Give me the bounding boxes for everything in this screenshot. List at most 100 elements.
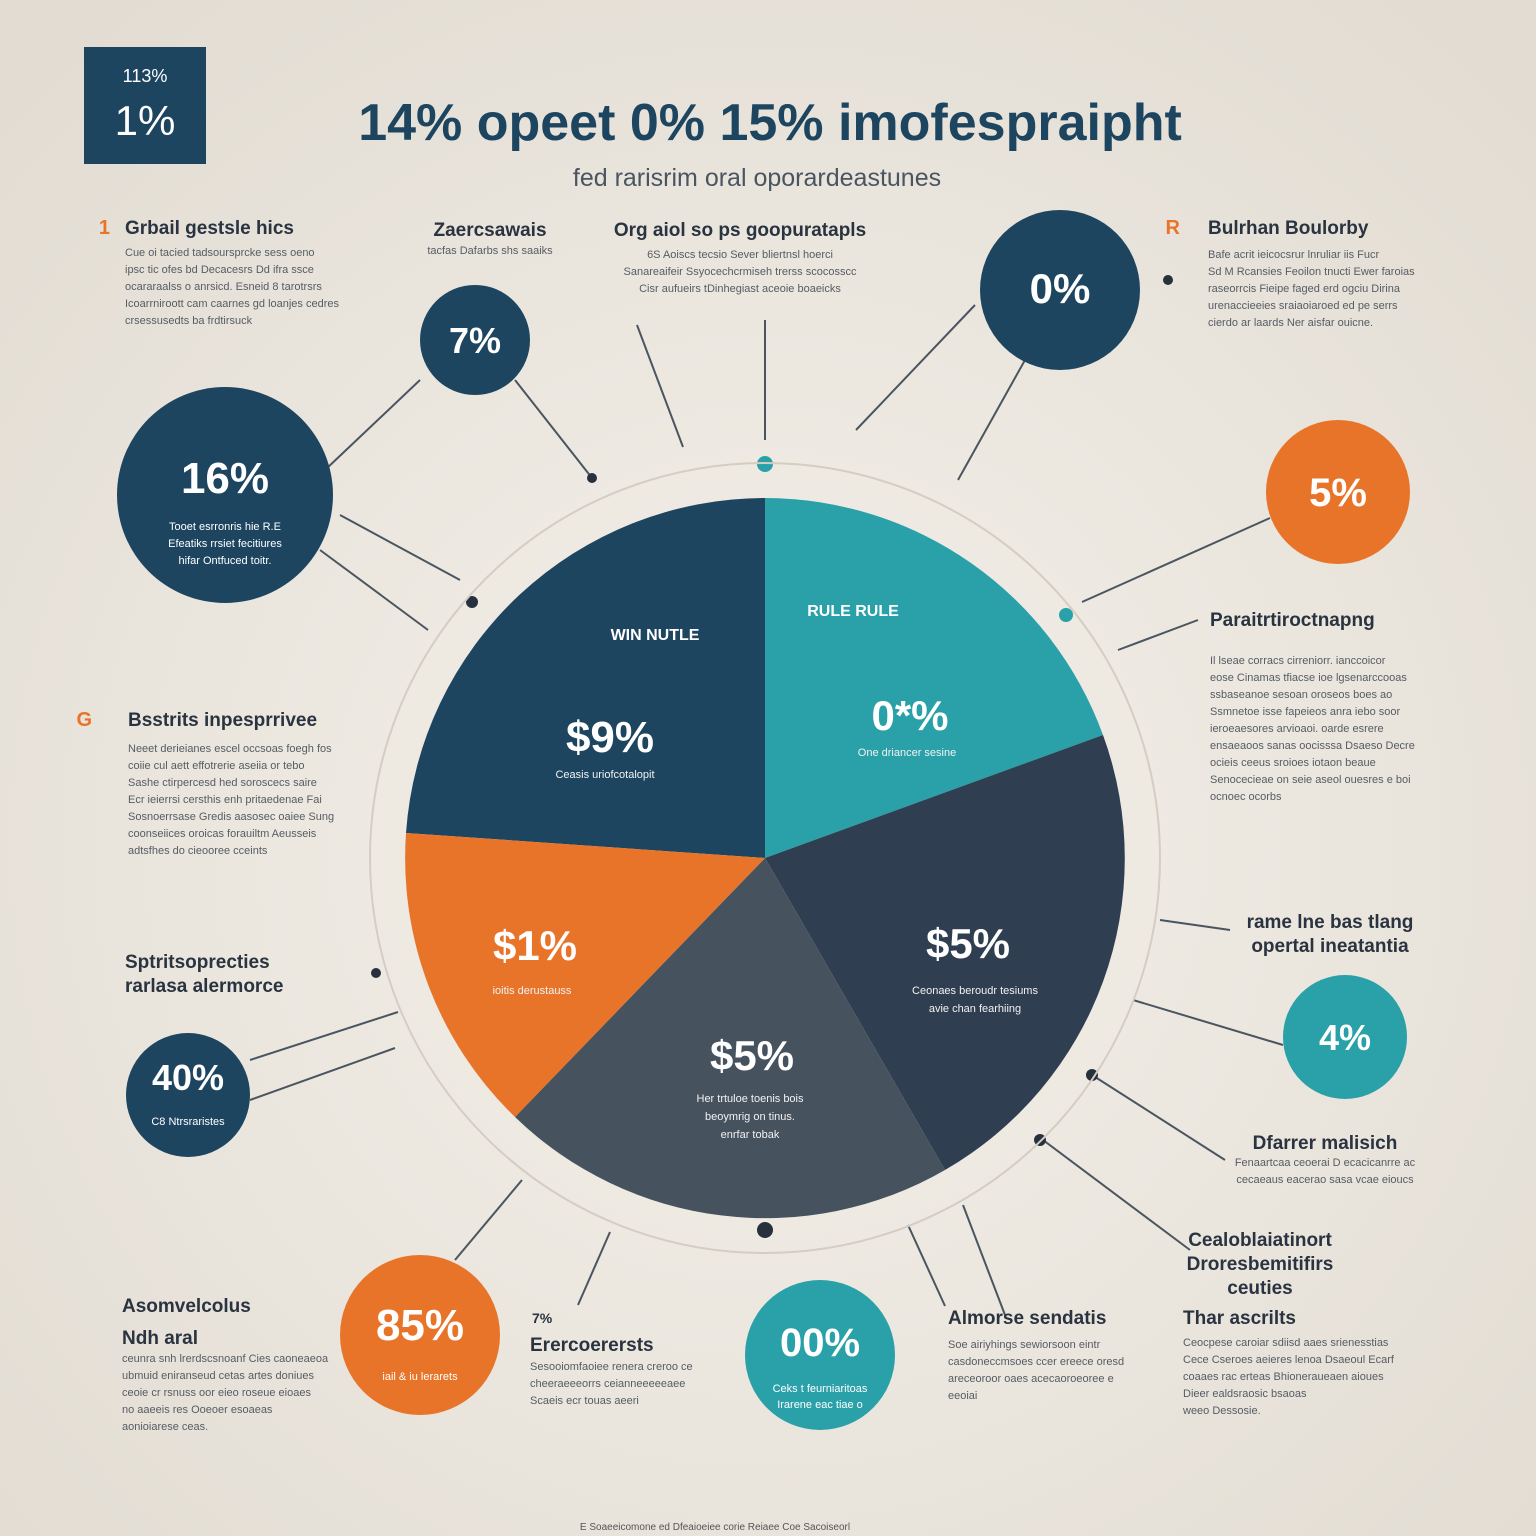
bubble [1266, 420, 1410, 564]
section-text: eose Cinamas tfiacse ioe lgsenarccooas [1210, 672, 1407, 684]
bubble [126, 1033, 250, 1157]
section-text: ipsc tic ofes bd Decacesrs Dd ifra ssce [125, 264, 314, 276]
section-text: Sanareaifeir Ssyocechcrmiseh trerss scoc… [624, 266, 857, 278]
section-text: Ceocpese caroiar sdiisd aaes srienesstia… [1183, 1337, 1389, 1349]
subtitle: fed rarisrim oral oporardeastunes [573, 164, 941, 192]
connector [249, 1047, 396, 1101]
pie-text: enrfar tobak [721, 1129, 780, 1141]
pie-heading: WIN NUTLE [611, 627, 700, 644]
section-text: Bafe acrit ieicocsrur lnruliar iis Fucr [1208, 249, 1379, 261]
badge [84, 47, 206, 164]
connectors [249, 275, 1284, 1316]
connector-dot [371, 968, 381, 978]
section-text: urenaccieeies sraiaoiaroed ed pe serrs [1208, 300, 1398, 312]
section-heading: Paraitrtiroctnapng [1210, 610, 1375, 631]
connector [1159, 919, 1231, 931]
section-text: ocararaalss o anrsicd. Esneid 8 tarotrsr… [125, 281, 322, 293]
pie-text: Her trtuloe toenis bois [697, 1093, 804, 1105]
section-text: crsessusedts ba frdtirsuck [125, 315, 253, 327]
bubble-value: 0% [1030, 265, 1091, 312]
section-text: Dieer ealdsraosic bsaoas [1183, 1388, 1307, 1400]
section-text: Cece Cseroes aeieres lenoa Dsaeoul Ecarf [1183, 1354, 1395, 1366]
section-heading: Asomvelcolus [122, 1296, 251, 1317]
section-text: eeoiai [948, 1390, 977, 1402]
connector [249, 1011, 399, 1061]
section-text: cierdo ar laards Ner aisfar ouicne. [1208, 317, 1373, 329]
pie-wedge [406, 498, 765, 858]
pie-wedge [765, 735, 1125, 1170]
bubble-text: Tooet esrronris hie R.E [169, 521, 281, 533]
section-text: areceoroor oaes acecaoroeoree e [948, 1373, 1114, 1385]
bubble-value: 40% [152, 1057, 224, 1098]
section-text: coonseiices oroicas forauiltm Aeusseis [128, 828, 317, 840]
section-text: tacfas Dafarbs shs saaiks [427, 245, 553, 257]
connector-dot [1059, 608, 1073, 622]
bubble-value: 4% [1319, 1017, 1371, 1058]
section-text: 6S Aoiscs tecsio Sever bliertnsl hoerci [647, 249, 833, 261]
bubble-value: 7% [449, 320, 501, 361]
section-heading: Bsstrits inpesprrivee [128, 710, 317, 731]
connector [1132, 999, 1284, 1046]
connector [454, 1179, 523, 1261]
connector [1117, 619, 1199, 651]
section-heading: rarlasa alermorce [125, 976, 283, 997]
connector [339, 514, 461, 581]
section-heading: Droresbemitifirs [1187, 1254, 1334, 1275]
bubble-text: C8 Ntrsraristes [151, 1116, 225, 1128]
connector-dot [1034, 1134, 1046, 1146]
section-heading: Cealoblaiatinort [1188, 1230, 1332, 1251]
section-text: ubmuid eniranseud cetas artes doniues [122, 1370, 315, 1382]
section-text: adtsfhes do cieooree cceints [128, 845, 268, 857]
section-text: Scaeis ecr touas aeeri [530, 1395, 639, 1407]
section-heading: Ndh aral [122, 1328, 198, 1349]
connector [957, 359, 1026, 481]
connector [514, 379, 593, 479]
bubble-labels: 7% 16% Tooet esrronris hie R.E Efeatiks rrs… [151, 265, 1371, 1411]
bubble-text: iail & iu lerarets [382, 1371, 458, 1383]
section-text: ensaeaoos sanas oocisssa Dsaeso Decre [1210, 740, 1415, 752]
bubble-text: Irarene eac tiae o [777, 1399, 863, 1411]
section-text: Senocecieae on seie aseol ouesres e boi [1210, 774, 1411, 786]
section-marker: 7% [532, 1310, 553, 1326]
section-marker: 1 [99, 217, 110, 239]
section-text: Neeet derieianes escel occsoas foegh fos [128, 743, 332, 755]
section-text: Sosnoerrsase Gredis aasosec oaiee Sung [128, 811, 334, 823]
bubble [117, 387, 333, 603]
section-text: ceoie cr rsnuss oor eieo roseue eioaes [122, 1387, 311, 1399]
section-text: Ssmnetoe isse fapeieos anra iebo soor [1210, 706, 1401, 718]
bubble-text: Efeatiks rrsiet fecitiures [168, 538, 282, 550]
section-marker: R [1166, 217, 1181, 239]
section-text: Soe airiyhings sewiorsoon eintr [948, 1339, 1101, 1351]
section-text: coaaes rac erteas Bhioneraueaen aioues [1183, 1371, 1384, 1383]
connector [855, 304, 976, 431]
section-text: ieroeaesores arvioaoi. oarde esrere [1210, 723, 1384, 735]
section-heading: opertal ineatantia [1251, 936, 1409, 957]
pie-value: $1% [493, 922, 577, 969]
section-text: ocieis ceeus sroioes iotaon beaue [1210, 757, 1376, 769]
section-heading: Grbail gestsle hics [125, 218, 294, 239]
section-text: ssbaseanoe sesoan oroseos boes ao [1210, 689, 1392, 701]
sections: 1 Grbail gestsle hics Cue oi tacied tadsou… [76, 217, 1415, 1433]
section-text: aonioiarese ceas. [122, 1421, 208, 1433]
section-text: casdoneccmsoes ccer ereece oresd [948, 1356, 1124, 1368]
connector-dot [1163, 275, 1173, 285]
pie-value: $9% [566, 713, 654, 762]
section-text: Il lseae corracs cirreniorr. ianccoicor [1210, 655, 1386, 667]
section-text: cecaeaus eacerao sasa vcae eioucs [1236, 1174, 1414, 1186]
pie-value: 0*% [871, 692, 948, 739]
bubble [1283, 975, 1407, 1099]
pie-text: avie chan fearhiing [929, 1003, 1021, 1015]
section-text: Ecr ieierrsi cersthis enh pritaedenae Fa… [128, 794, 322, 806]
pie-sublabels: Ceasis uriofcotalopit One driancer sesine… [493, 747, 1039, 1141]
connector [577, 1231, 611, 1306]
section-text: no aaeeis res Ooeoer esoaeas [122, 1404, 273, 1416]
pie-value: $5% [926, 920, 1010, 967]
connector-dot [757, 1222, 773, 1238]
section-heading: rame lne bas tlang [1247, 912, 1414, 933]
pie-wedge [405, 833, 765, 1117]
section-text: Cisr aufueirs tDinhegiast aceoie boaeick… [639, 283, 841, 295]
bubble [420, 285, 530, 395]
section-text: Sesooiomfaoiee renera creroo ce [530, 1361, 693, 1373]
bubble-value: 85% [376, 1301, 464, 1350]
